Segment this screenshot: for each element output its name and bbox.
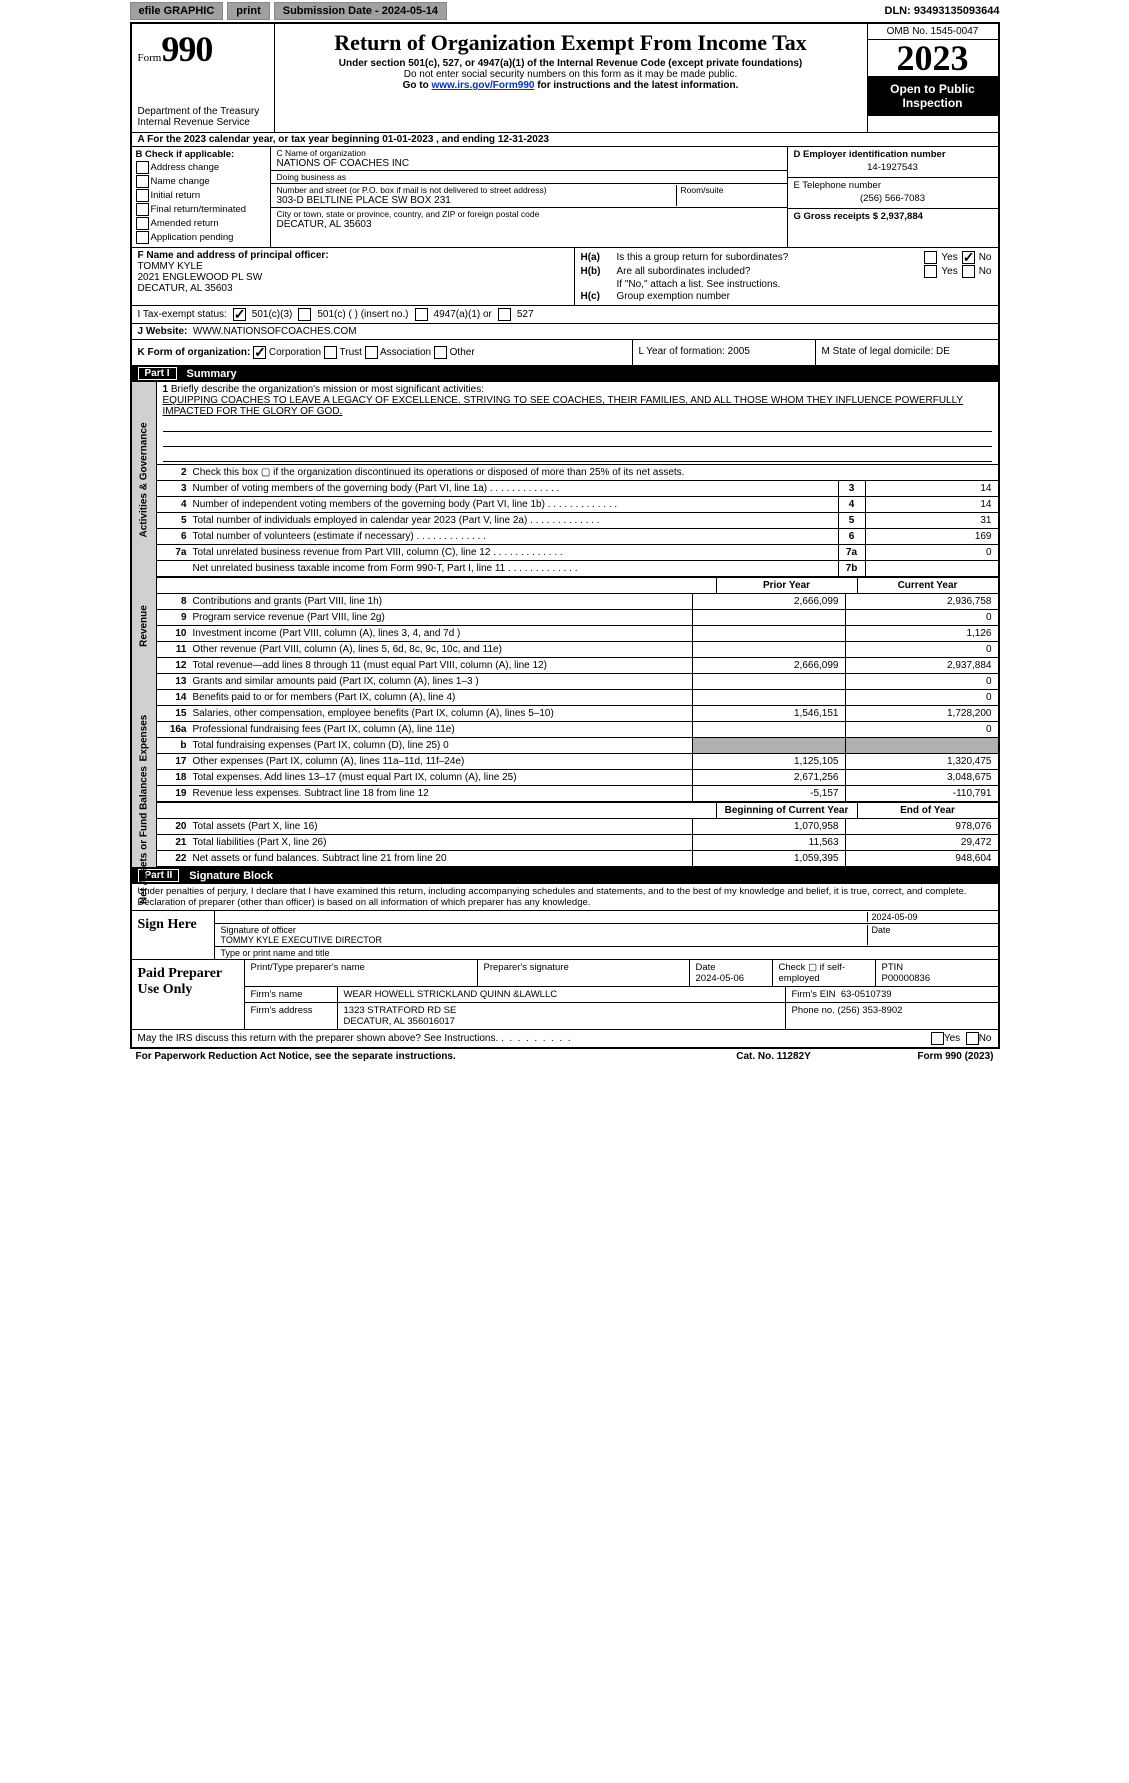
line-21: 21Total liabilities (Part X, line 26)11,…: [157, 835, 998, 851]
irs-link[interactable]: www.irs.gov/Form990: [431, 80, 534, 91]
form-year: OMB No. 1545-0047 2023 Open to Public In…: [868, 24, 998, 132]
row-j: J Website: WWW.NATIONSOFCOACHES.COM: [132, 324, 684, 339]
box-b: B Check if applicable: Address change Na…: [132, 147, 271, 247]
line-2: 2Check this box ▢ if the organization di…: [157, 465, 998, 481]
line-19: 19Revenue less expenses. Subtract line 1…: [157, 786, 998, 802]
line-22: 22Net assets or fund balances. Subtract …: [157, 851, 998, 867]
line-12: 12Total revenue—add lines 8 through 11 (…: [157, 658, 998, 674]
line-9: 9Program service revenue (Part VIII, lin…: [157, 610, 998, 626]
form-ident: Form990 Department of the Treasury Inter…: [132, 24, 275, 132]
footer: For Paperwork Reduction Act Notice, see …: [130, 1049, 1000, 1064]
box-c: C Name of organizationNATIONS OF COACHES…: [271, 147, 787, 247]
dln: DLN: 93493135093644: [885, 5, 1000, 17]
submission-date: Submission Date - 2024-05-14: [274, 2, 447, 20]
line-1: 1 Briefly describe the organization's mi…: [157, 382, 998, 465]
line-14: 14Benefits paid to or for members (Part …: [157, 690, 998, 706]
line-3: 3Number of voting members of the governi…: [157, 481, 998, 497]
line-16b: bTotal fundraising expenses (Part IX, co…: [157, 738, 998, 754]
line-a: A For the 2023 calendar year, or tax yea…: [132, 132, 998, 146]
line-18: 18Total expenses. Add lines 13–17 (must …: [157, 770, 998, 786]
box-f: F Name and address of principal officer:…: [132, 248, 575, 305]
line-7b: Net unrelated business taxable income fr…: [157, 561, 998, 577]
line-13: 13Grants and similar amounts paid (Part …: [157, 674, 998, 690]
line-5: 5Total number of individuals employed in…: [157, 513, 998, 529]
row-l: L Year of formation: 2005: [633, 340, 816, 365]
row-i: I Tax-exempt status: 501(c)(3) 501(c) ( …: [132, 305, 998, 323]
print-button[interactable]: print: [227, 2, 269, 20]
row-m: M State of legal domicile: DE: [816, 340, 998, 365]
box-d: D Employer identification number14-19275…: [787, 147, 998, 247]
row-k: K Form of organization: Corporation Trus…: [132, 340, 633, 365]
side-revenue: Revenue: [132, 577, 157, 674]
line-15: 15Salaries, other compensation, employee…: [157, 706, 998, 722]
side-governance: Activities & Governance: [132, 382, 157, 577]
line-8: 8Contributions and grants (Part VIII, li…: [157, 594, 998, 610]
line-16a: 16aProfessional fundraising fees (Part I…: [157, 722, 998, 738]
paid-preparer-label: Paid Preparer Use Only: [132, 960, 245, 1029]
form-title: Return of Organization Exempt From Incom…: [275, 24, 868, 132]
side-netassets: Net Assets or Fund Balances: [132, 802, 157, 867]
line-10: 10Investment income (Part VIII, column (…: [157, 626, 998, 642]
line-17: 17Other expenses (Part IX, column (A), l…: [157, 754, 998, 770]
perjury-text: Under penalties of perjury, I declare th…: [132, 884, 998, 910]
line-11: 11Other revenue (Part VIII, column (A), …: [157, 642, 998, 658]
efile-button[interactable]: efile GRAPHIC: [130, 2, 224, 20]
line-7a: 7aTotal unrelated business revenue from …: [157, 545, 998, 561]
line-4: 4Number of independent voting members of…: [157, 497, 998, 513]
line-6: 6Total number of volunteers (estimate if…: [157, 529, 998, 545]
discuss-row: May the IRS discuss this return with the…: [132, 1029, 998, 1047]
sign-here-label: Sign Here: [132, 911, 215, 959]
line-20: 20Total assets (Part X, line 16)1,070,95…: [157, 819, 998, 835]
part2-heading: Part IISignature Block: [132, 867, 998, 884]
box-h: H(a)Is this a group return for subordina…: [575, 248, 998, 305]
part1-heading: Part ISummary: [132, 365, 998, 382]
